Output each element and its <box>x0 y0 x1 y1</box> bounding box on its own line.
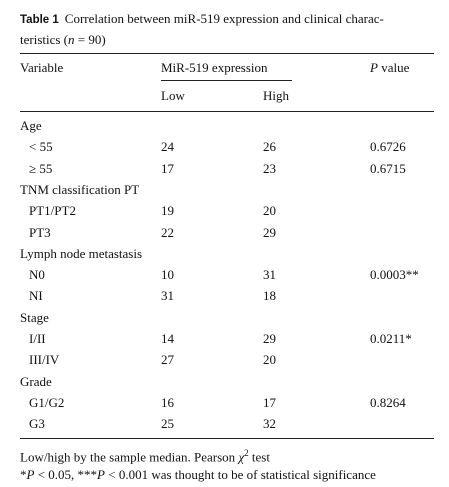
header-p-value: P value <box>370 60 409 76</box>
footnote-1-test: test <box>248 449 270 465</box>
caption-n-value: = 90) <box>74 32 106 47</box>
row-label: NI <box>29 288 43 303</box>
caption-line-1: Table 1 Correlation between miR-519 expre… <box>20 9 434 30</box>
high-count: 20 <box>263 203 276 218</box>
header-bottom-rule <box>20 111 434 112</box>
header-variable: Variable <box>20 60 64 75</box>
row-label: I/II <box>29 331 46 346</box>
category-label: Age <box>20 118 42 133</box>
row-label: < 55 <box>29 139 53 154</box>
footnote-1-chi-symbol: χ <box>238 449 245 465</box>
footnote-2: *P < 0.05, ***P < 0.001 was thought to b… <box>20 467 376 483</box>
category-label: Grade <box>20 374 52 389</box>
mir-group-underline <box>161 80 292 81</box>
footnote-1-superscript: 2 <box>244 448 249 458</box>
footnote-2-p2: P <box>97 467 105 482</box>
row-label: ≥ 55 <box>29 161 53 176</box>
table-bottom-rule <box>20 438 434 439</box>
caption-line-2: teristics (n = 90) <box>20 30 434 49</box>
header-low: Low <box>161 88 185 103</box>
high-count: 20 <box>263 352 276 367</box>
row-label: PT3 <box>29 225 51 240</box>
footnote-2-star: * <box>20 467 27 482</box>
low-count: 27 <box>161 352 174 367</box>
footnote-2-p1: P <box>26 467 35 482</box>
high-count: 29 <box>263 225 276 240</box>
footnote-1: Low/high by the sample median. Pearson χ… <box>20 445 270 465</box>
row-label: PT1/PT2 <box>29 203 76 218</box>
p-value: 0.8264 <box>370 395 406 410</box>
row-label: G3 <box>29 416 45 431</box>
low-count: 17 <box>161 161 174 176</box>
footnote-2-text-a: < 0.05, *** <box>34 467 98 482</box>
low-count: 31 <box>161 288 174 303</box>
low-count: 25 <box>161 416 174 431</box>
p-value: 0.0211* <box>370 331 412 346</box>
footnote-1-text: Low/high by the sample median. Pearson <box>20 449 239 465</box>
row-label: G1/G2 <box>29 395 65 410</box>
top-rule <box>20 53 434 54</box>
footnote-2-text-b: < 0.001 was thought to be of statistical… <box>105 467 376 482</box>
high-count: 23 <box>263 161 276 176</box>
low-count: 16 <box>161 395 174 410</box>
caption-title-part2: teristics ( <box>20 32 69 47</box>
category-label: Lymph node metastasis <box>20 246 143 261</box>
high-count: 32 <box>263 416 276 431</box>
caption-title-part1: Correlation between miR-519 expression a… <box>64 11 384 26</box>
table-label: Table 1 <box>20 14 59 26</box>
row-label: III/IV <box>29 352 60 367</box>
low-count: 10 <box>161 267 174 282</box>
caption-n-symbol: n <box>68 32 75 47</box>
category-label: TNM classification PT <box>20 182 140 197</box>
low-count: 14 <box>161 331 174 346</box>
high-count: 26 <box>263 139 276 154</box>
category-label: Stage <box>20 310 49 325</box>
high-count: 29 <box>263 331 276 346</box>
low-count: 22 <box>161 225 174 240</box>
p-value: 0.0003** <box>370 267 419 282</box>
header-p-text: value <box>377 60 410 75</box>
p-value: 0.6726 <box>370 139 406 154</box>
table-caption: Table 1 Correlation between miR-519 expre… <box>20 9 434 49</box>
high-count: 17 <box>263 395 276 410</box>
low-count: 19 <box>161 203 174 218</box>
header-p-symbol: P <box>370 60 378 75</box>
p-value: 0.6715 <box>370 161 406 176</box>
header-high: High <box>263 88 289 103</box>
high-count: 31 <box>263 267 276 282</box>
header-mir-519-expression: MiR-519 expression <box>161 60 268 75</box>
high-count: 18 <box>263 288 276 303</box>
row-label: N0 <box>29 267 45 282</box>
low-count: 24 <box>161 139 174 154</box>
